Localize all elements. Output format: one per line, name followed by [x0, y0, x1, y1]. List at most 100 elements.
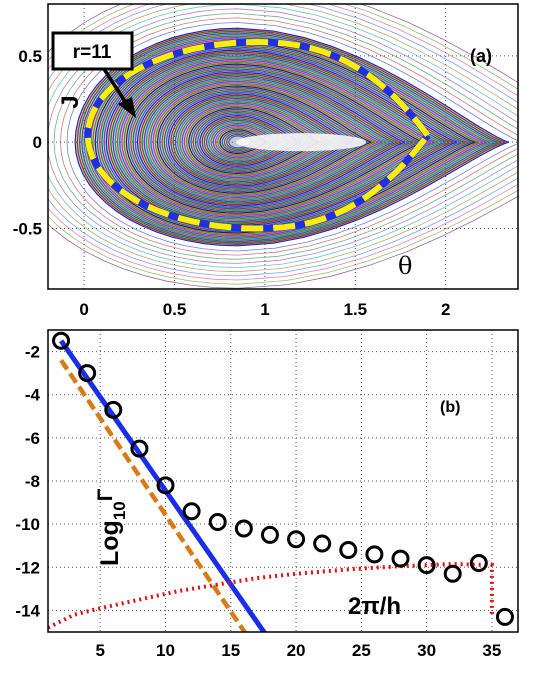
panel-b-data-points [52, 331, 514, 626]
outer-trajectory [53, 12, 518, 260]
phase-space-island [48, 4, 518, 289]
data-point [156, 476, 175, 495]
outer-trajectory [48, 4, 518, 277]
data-point [313, 534, 332, 553]
island-contour [148, 79, 387, 200]
island-contour [176, 99, 339, 182]
y-tick-label: -14 [15, 601, 40, 620]
island-contour [103, 47, 461, 229]
island-contour [192, 110, 313, 172]
island-contour [190, 108, 316, 173]
y-tick-label: -0.5 [13, 220, 42, 239]
y-tick-label: -12 [15, 558, 40, 577]
island-contour [159, 86, 368, 193]
outer-trajectory [48, 8, 518, 264]
island-contour [121, 60, 432, 217]
data-point [78, 364, 97, 383]
ylabel-sub: 10 [110, 501, 129, 520]
data-point [469, 553, 488, 572]
island-core [236, 133, 367, 152]
island-contour [116, 57, 439, 220]
panel-a: 0 0.5 1 1.5 2 0.5 0 -0.5 r=11 (a) J θ [13, 3, 519, 319]
annotation-box [51, 31, 134, 71]
island-contour [168, 93, 354, 187]
island-contour [163, 90, 361, 190]
data-point [287, 530, 306, 549]
island-contour [165, 91, 357, 189]
x-tick-label: 35 [482, 641, 501, 660]
island-contour [123, 61, 428, 216]
panel-b-y-ticks: -2 -4 -6 -8 -10 -12 -14 [15, 343, 40, 621]
island-contour [74, 27, 510, 247]
x-tick-label: 5 [95, 641, 104, 660]
island-contour [201, 116, 298, 166]
island-contour [125, 63, 424, 214]
island-contour [114, 55, 443, 221]
outer-trajectory [48, 4, 518, 269]
data-point [495, 607, 514, 626]
arrow-head [118, 97, 136, 118]
panel-b-label: (b) [440, 399, 460, 416]
island-contour [127, 65, 420, 213]
panel-b-ylabel: Log10Γ [94, 488, 129, 566]
y-tick-label: 0.5 [18, 47, 42, 66]
data-point [130, 439, 149, 458]
orbit-dashes [84, 38, 431, 232]
island-contour [78, 30, 502, 244]
island-contour [197, 113, 305, 169]
island-contour [199, 114, 302, 167]
y-tick-label: -10 [15, 515, 40, 534]
island-contour [110, 52, 450, 224]
outer-trajectory [48, 4, 518, 273]
island-contour [212, 124, 279, 159]
outer-trajectory [60, 17, 518, 256]
data-point [391, 549, 410, 568]
data-point [208, 512, 227, 531]
x-tick-label: 25 [352, 641, 371, 660]
data-point [339, 541, 358, 560]
island-contour [181, 102, 331, 179]
island-contour [219, 129, 268, 155]
fit-line-solid [59, 339, 267, 632]
y-tick-label: -2 [25, 343, 40, 362]
x-tick-label: 0.5 [163, 300, 187, 319]
island-contour [154, 83, 376, 196]
island-contour [145, 77, 391, 202]
x-tick-label: 1.5 [343, 300, 367, 319]
curve-label: 2π/h [348, 593, 401, 620]
island-contour [134, 69, 409, 209]
x-tick-label: 20 [287, 641, 306, 660]
data-point [234, 519, 253, 538]
island-contour [172, 96, 346, 184]
panel-b-frame [47, 329, 519, 633]
panel-a-xlabel: θ [398, 252, 412, 280]
svg-text:Log10Γ: Log10Γ [94, 488, 129, 566]
island-contour [194, 111, 309, 170]
y-tick-label: -4 [25, 386, 41, 405]
island-contour [105, 49, 458, 227]
panel-a-label: (a) [470, 46, 492, 66]
y-tick-label: -8 [25, 472, 40, 491]
highlighted-orbit [84, 38, 431, 233]
data-point [443, 564, 462, 583]
island-contour [183, 104, 328, 177]
data-point [417, 556, 436, 575]
panel-b-x-ticks: 5 10 15 20 25 30 35 [95, 641, 501, 660]
panel-b-grid [48, 330, 518, 632]
island-contour [81, 32, 498, 243]
data-point [182, 502, 201, 521]
data-point [52, 331, 71, 350]
island-contour [221, 130, 265, 153]
panel-a-x-ticks: 0 0.5 1 1.5 2 [79, 300, 450, 319]
island-contour [179, 100, 335, 180]
outer-trajectory [48, 4, 518, 289]
y-tick-label: -6 [25, 429, 40, 448]
island-contour [119, 58, 435, 219]
island-contour [143, 75, 394, 203]
island-contour [76, 29, 506, 246]
x-tick-label: 10 [156, 641, 175, 660]
island-contour [174, 97, 342, 183]
fit-line-dashed [59, 358, 248, 632]
x-tick-label: 15 [221, 641, 240, 660]
